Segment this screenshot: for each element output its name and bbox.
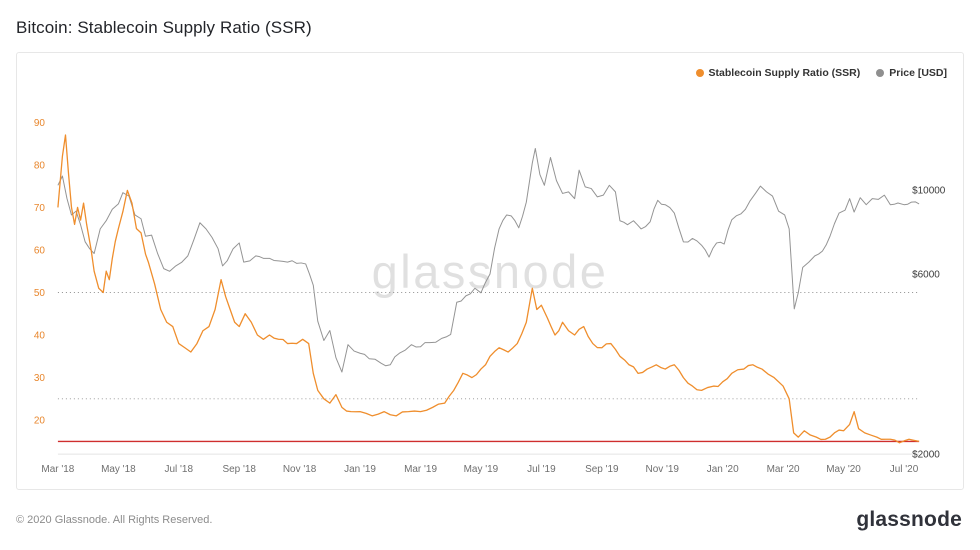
legend-marker-ssr-icon [695, 69, 704, 77]
chart-svg: 90 80 70 60 50 40 30 20 $10000 $6000 $2000 Mar '18 M… [34, 118, 946, 475]
chart-card: Stablecoin Supply Ratio (SSR) Price [USD… [16, 52, 964, 490]
left-axis-tick: 70 [34, 203, 46, 214]
x-axis-tick: Jul '18 [165, 464, 194, 475]
copyright-text: © 2020 Glassnode. All Rights Reserved. [16, 514, 213, 526]
legend-label-price: Price [USD] [889, 67, 947, 79]
x-axis-tick: Nov '18 [283, 464, 317, 475]
x-axis-tick: Jan '20 [707, 464, 739, 475]
page-title: Bitcoin: Stablecoin Supply Ratio (SSR) [16, 18, 312, 37]
x-axis-tick: Sep '19 [585, 464, 619, 475]
x-axis-tick: Mar '20 [767, 464, 800, 475]
glassnode-logo: glassnode [856, 508, 962, 531]
legend-label-ssr: Stablecoin Supply Ratio (SSR) [708, 67, 861, 79]
left-axis-tick: 30 [34, 373, 46, 384]
x-axis-tick: Nov '19 [645, 464, 679, 475]
right-axis-tick: $6000 [912, 269, 940, 280]
x-axis-tick: Jan '19 [344, 464, 376, 475]
x-axis-tick: Jul '19 [527, 464, 556, 475]
x-axis-tick: Jul '20 [890, 464, 919, 475]
right-axis-tick: $10000 [912, 186, 946, 197]
x-axis-tick: May '20 [826, 464, 861, 475]
x-axis-tick: Mar '19 [404, 464, 437, 475]
legend-marker-price-icon [876, 69, 885, 77]
right-axis-tick: $2000 [912, 450, 940, 461]
left-axis-tick: 60 [34, 245, 46, 256]
x-axis-tick: May '18 [101, 464, 136, 475]
footer: © 2020 Glassnode. All Rights Reserved. g… [0, 490, 980, 550]
x-axis-tick: Mar '18 [41, 464, 74, 475]
legend-item-price[interactable]: Price [USD] [876, 67, 947, 79]
x-axis-tick: May '19 [464, 464, 499, 475]
series-price-line [57, 147, 920, 373]
left-axis-tick: 80 [34, 160, 46, 171]
legend-item-ssr[interactable]: Stablecoin Supply Ratio (SSR) [695, 67, 861, 79]
series-ssr-line [57, 134, 920, 444]
left-axis-tick: 90 [34, 118, 46, 129]
chart-legend: Stablecoin Supply Ratio (SSR) Price [USD… [695, 67, 947, 79]
left-axis-tick: 40 [34, 331, 46, 342]
left-axis-tick: 50 [34, 288, 46, 299]
left-axis-tick: 20 [34, 416, 46, 427]
x-axis-tick: Sep '18 [222, 464, 256, 475]
